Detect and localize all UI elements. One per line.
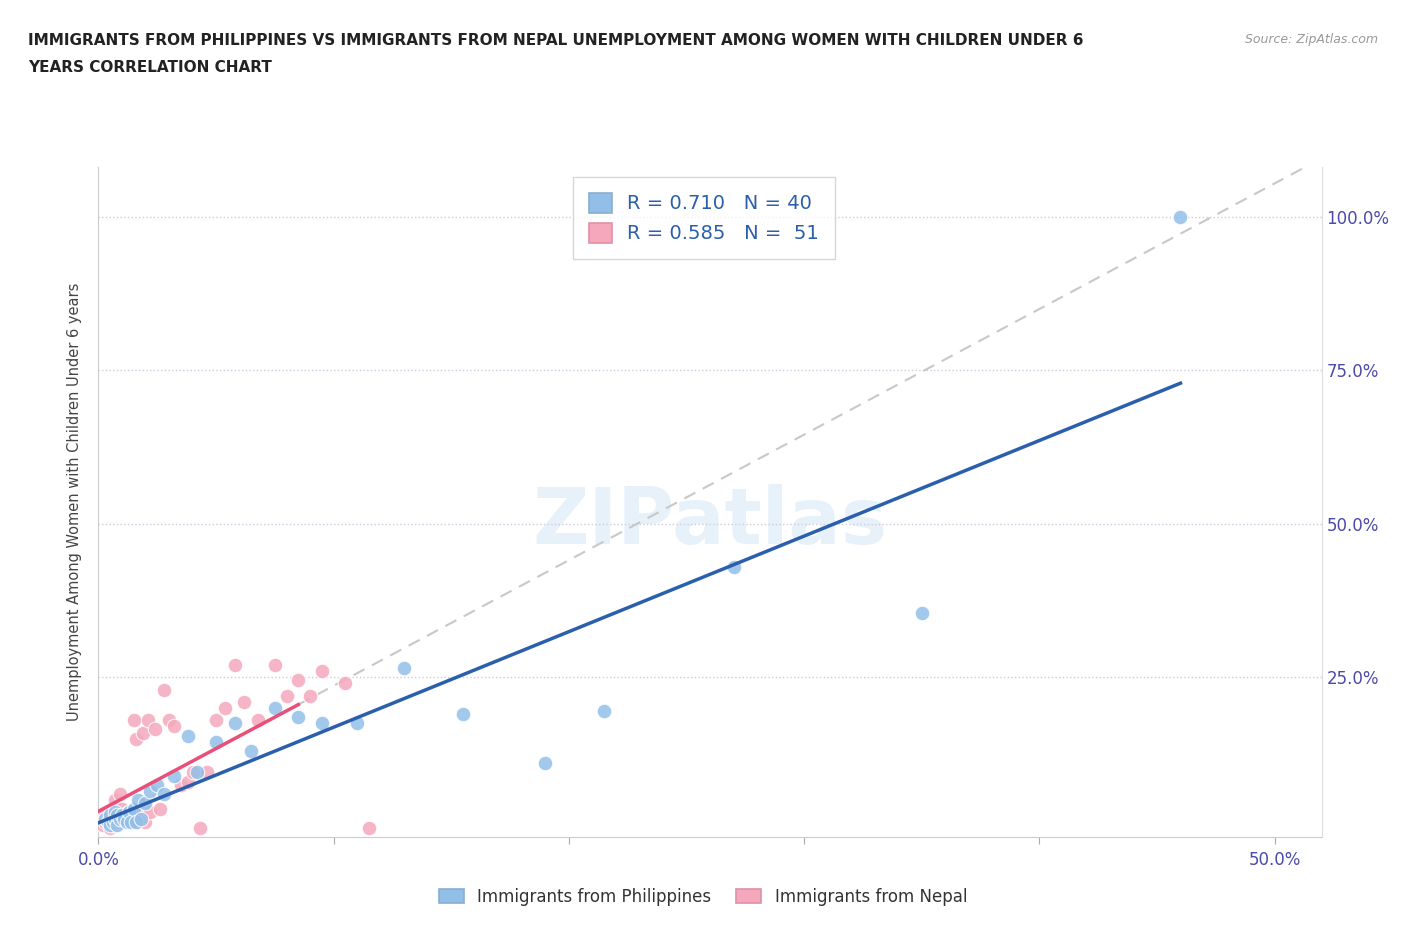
Point	[111, 808, 134, 823]
Point	[115, 811, 138, 826]
Point	[451, 707, 474, 722]
Point	[1170, 209, 1192, 224]
Point	[122, 712, 145, 727]
Point	[299, 688, 322, 703]
Point	[97, 811, 120, 826]
Legend: R = 0.710   N = 40, R = 0.585   N =  51: R = 0.710 N = 40, R = 0.585 N = 51	[574, 177, 835, 259]
Point	[94, 814, 117, 829]
Text: Source: ZipAtlas.com: Source: ZipAtlas.com	[1244, 33, 1378, 46]
Point	[125, 814, 148, 829]
Point	[122, 802, 145, 817]
Point	[115, 814, 138, 829]
Point	[120, 814, 142, 829]
Point	[139, 783, 162, 798]
Point	[214, 700, 236, 715]
Point	[108, 811, 131, 826]
Point	[157, 712, 180, 727]
Point	[287, 673, 309, 688]
Point	[136, 712, 159, 727]
Point	[153, 682, 176, 697]
Point	[104, 805, 127, 820]
Point	[170, 777, 193, 792]
Point	[263, 700, 285, 715]
Point	[104, 811, 127, 826]
Point	[101, 817, 124, 832]
Point	[105, 808, 128, 823]
Point	[125, 731, 148, 746]
Point	[134, 796, 156, 811]
Point	[112, 808, 135, 823]
Point	[127, 814, 149, 829]
Point	[240, 744, 263, 759]
Point	[134, 814, 156, 829]
Point	[177, 728, 200, 743]
Point	[276, 688, 298, 703]
Point	[153, 787, 176, 802]
Point	[186, 765, 208, 780]
Point	[111, 811, 134, 826]
Point	[98, 817, 121, 832]
Point	[534, 756, 557, 771]
Text: IMMIGRANTS FROM PHILIPPINES VS IMMIGRANTS FROM NEPAL UNEMPLOYMENT AMONG WOMEN WI: IMMIGRANTS FROM PHILIPPINES VS IMMIGRANT…	[28, 33, 1084, 47]
Point	[104, 811, 127, 826]
Point	[94, 808, 117, 823]
Point	[118, 805, 141, 820]
Point	[163, 719, 186, 734]
Point	[104, 792, 127, 807]
Point	[108, 787, 131, 802]
Point	[98, 808, 121, 823]
Point	[233, 695, 256, 710]
Point	[146, 777, 169, 792]
Point	[101, 811, 124, 826]
Text: ZIPatlas: ZIPatlas	[533, 485, 887, 560]
Point	[98, 814, 121, 829]
Point	[94, 811, 117, 826]
Point	[112, 811, 135, 826]
Legend: Immigrants from Philippines, Immigrants from Nepal: Immigrants from Philippines, Immigrants …	[432, 881, 974, 912]
Point	[98, 820, 121, 835]
Point	[357, 820, 380, 835]
Point	[105, 808, 128, 823]
Point	[105, 814, 128, 829]
Point	[163, 768, 186, 783]
Point	[118, 805, 141, 820]
Point	[127, 792, 149, 807]
Point	[593, 704, 616, 719]
Point	[132, 725, 155, 740]
Point	[143, 722, 166, 737]
Point	[97, 814, 120, 829]
Point	[723, 559, 745, 574]
Point	[392, 660, 416, 675]
Point	[111, 802, 134, 817]
Point	[108, 811, 131, 826]
Point	[224, 658, 246, 672]
Point	[91, 817, 114, 832]
Point	[346, 716, 368, 731]
Point	[105, 817, 128, 832]
Point	[120, 808, 142, 823]
Point	[129, 811, 152, 826]
Point	[247, 712, 270, 727]
Text: YEARS CORRELATION CHART: YEARS CORRELATION CHART	[28, 60, 271, 75]
Point	[287, 710, 309, 724]
Point	[139, 805, 162, 820]
Point	[177, 775, 200, 790]
Point	[149, 802, 172, 817]
Point	[263, 658, 285, 672]
Y-axis label: Unemployment Among Women with Children Under 6 years: Unemployment Among Women with Children U…	[67, 283, 83, 722]
Point	[195, 765, 218, 780]
Point	[311, 664, 333, 679]
Point	[181, 765, 204, 780]
Point	[205, 712, 228, 727]
Point	[205, 735, 228, 750]
Point	[335, 676, 357, 691]
Point	[311, 716, 333, 731]
Point	[101, 814, 124, 829]
Point	[224, 716, 246, 731]
Point	[122, 808, 145, 823]
Point	[911, 605, 934, 620]
Point	[129, 805, 152, 820]
Point	[188, 820, 211, 835]
